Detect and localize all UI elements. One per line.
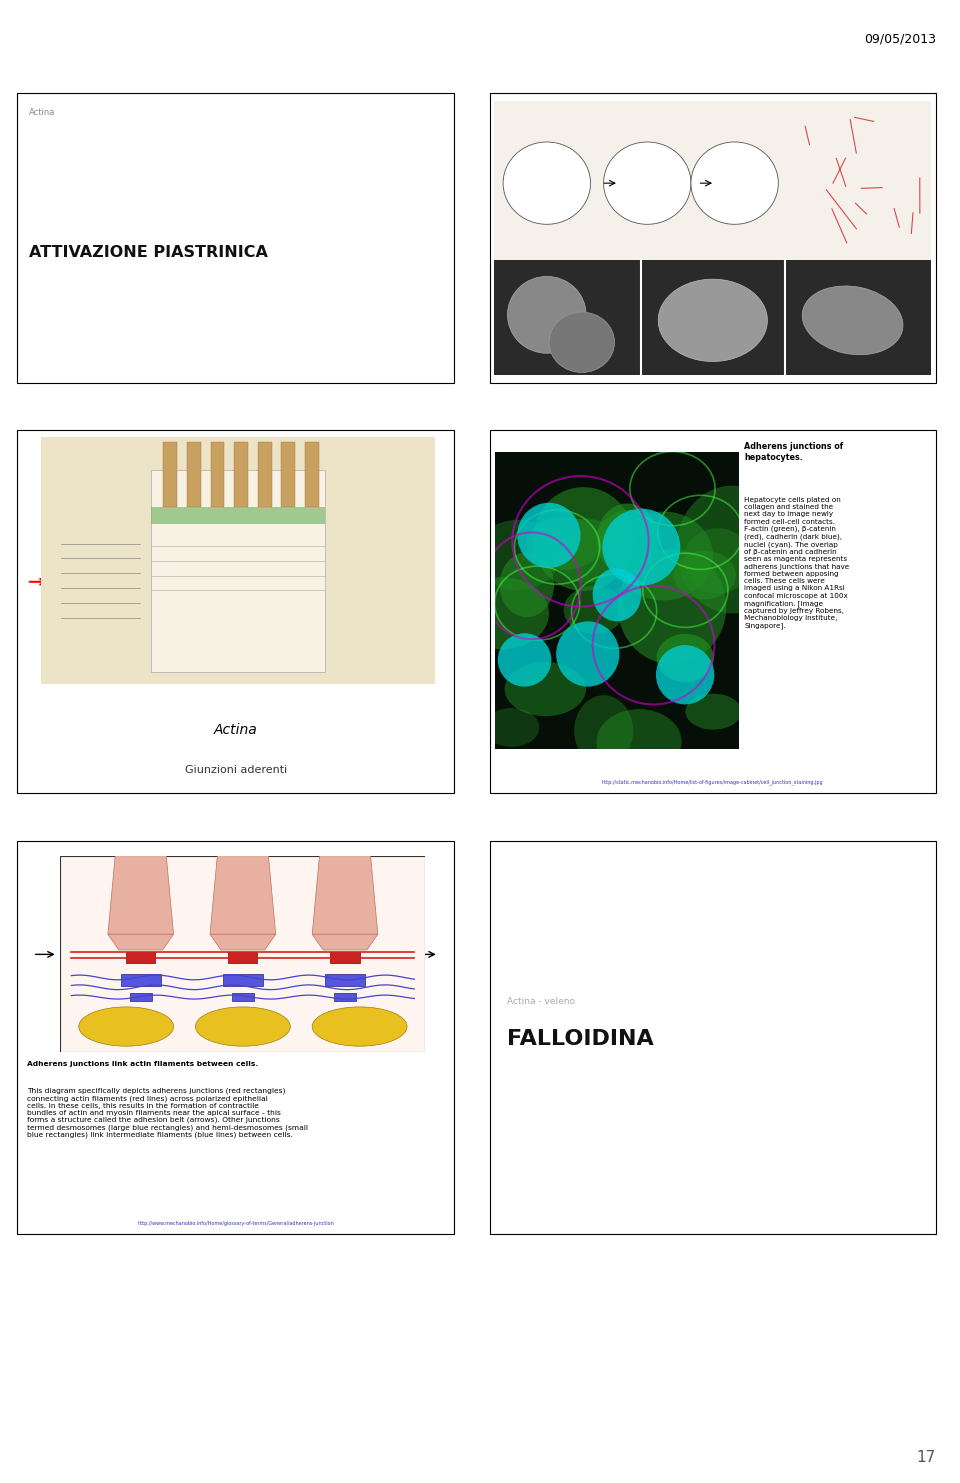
Ellipse shape — [475, 521, 561, 590]
Text: Actina: Actina — [29, 108, 55, 117]
Ellipse shape — [484, 707, 540, 747]
Text: Actina: Actina — [214, 722, 257, 737]
Text: Adherens junctions of
hepatocytes.: Adherens junctions of hepatocytes. — [744, 442, 844, 463]
Polygon shape — [210, 934, 276, 951]
Text: Giunzioni aderenti: Giunzioni aderenti — [184, 765, 287, 774]
Text: http://www.mechanobio.info/Home/glossary-of-terms/General/adherens-junction: http://www.mechanobio.info/Home/glossary… — [137, 1222, 334, 1226]
Bar — [490, 430, 936, 793]
Ellipse shape — [553, 519, 620, 583]
Ellipse shape — [508, 276, 587, 353]
Bar — [121, 973, 161, 986]
Polygon shape — [108, 934, 174, 951]
Ellipse shape — [533, 486, 634, 590]
Text: 17: 17 — [917, 1450, 936, 1465]
Bar — [130, 994, 152, 1001]
Ellipse shape — [503, 142, 590, 224]
Ellipse shape — [676, 485, 790, 614]
Ellipse shape — [604, 142, 691, 224]
Ellipse shape — [674, 550, 736, 599]
Ellipse shape — [574, 696, 634, 767]
Ellipse shape — [803, 286, 903, 354]
Ellipse shape — [691, 142, 779, 224]
Ellipse shape — [656, 645, 714, 704]
Ellipse shape — [499, 552, 554, 617]
Ellipse shape — [592, 568, 641, 621]
Ellipse shape — [456, 577, 549, 650]
Text: http://static.mechanobio.info/Home/list-of-figures/image-cabinet/cell_junction_s: http://static.mechanobio.info/Home/list-… — [602, 779, 824, 785]
Bar — [490, 841, 936, 1234]
Ellipse shape — [549, 311, 614, 372]
Text: FALLOIDINA: FALLOIDINA — [507, 1029, 654, 1050]
Bar — [187, 442, 201, 507]
Bar — [494, 101, 931, 260]
Text: Adherens junctions link actin filaments between cells.: Adherens junctions link actin filaments … — [27, 1060, 258, 1066]
Bar — [232, 994, 253, 1001]
Ellipse shape — [685, 694, 741, 730]
Bar — [334, 994, 356, 1001]
Ellipse shape — [596, 709, 682, 774]
Ellipse shape — [312, 1007, 407, 1046]
Ellipse shape — [614, 512, 713, 601]
Ellipse shape — [657, 633, 714, 682]
Ellipse shape — [603, 509, 681, 586]
Ellipse shape — [556, 621, 619, 687]
Bar — [234, 442, 248, 507]
Bar — [17, 841, 454, 1234]
Text: ATTIVAZIONE PIASTRINICA: ATTIVAZIONE PIASTRINICA — [29, 245, 268, 260]
Bar — [494, 260, 931, 375]
Bar — [324, 973, 365, 986]
Bar — [210, 442, 225, 507]
Bar — [17, 93, 454, 383]
Bar — [223, 973, 263, 986]
Polygon shape — [312, 856, 378, 934]
Ellipse shape — [517, 503, 581, 568]
Ellipse shape — [618, 549, 727, 664]
Bar — [152, 507, 324, 523]
Bar — [152, 470, 324, 672]
Ellipse shape — [564, 586, 625, 633]
Bar — [305, 442, 319, 507]
Text: This diagram specifically depicts adherens junctions (red rectangles)
connecting: This diagram specifically depicts adhere… — [27, 1087, 308, 1137]
Ellipse shape — [79, 1007, 174, 1046]
Bar — [163, 442, 177, 507]
Ellipse shape — [498, 633, 551, 687]
Polygon shape — [210, 856, 276, 934]
Bar — [257, 442, 272, 507]
Bar — [490, 93, 936, 383]
Ellipse shape — [659, 279, 767, 362]
Ellipse shape — [196, 1007, 290, 1046]
Bar — [330, 952, 360, 962]
Polygon shape — [312, 934, 378, 951]
Bar — [281, 442, 295, 507]
Ellipse shape — [598, 510, 660, 568]
Bar — [126, 952, 156, 962]
Ellipse shape — [684, 528, 753, 593]
Ellipse shape — [505, 663, 586, 716]
Ellipse shape — [527, 516, 602, 569]
Text: Hepatocyte cells plated on
collagen and stained the
next day to image newly
form: Hepatocyte cells plated on collagen and … — [744, 497, 850, 629]
Ellipse shape — [596, 504, 658, 575]
Bar — [228, 952, 257, 962]
Text: 09/05/2013: 09/05/2013 — [864, 33, 936, 46]
Bar — [17, 430, 454, 793]
Text: Actina - veleno: Actina - veleno — [507, 997, 575, 1005]
Polygon shape — [108, 856, 174, 934]
